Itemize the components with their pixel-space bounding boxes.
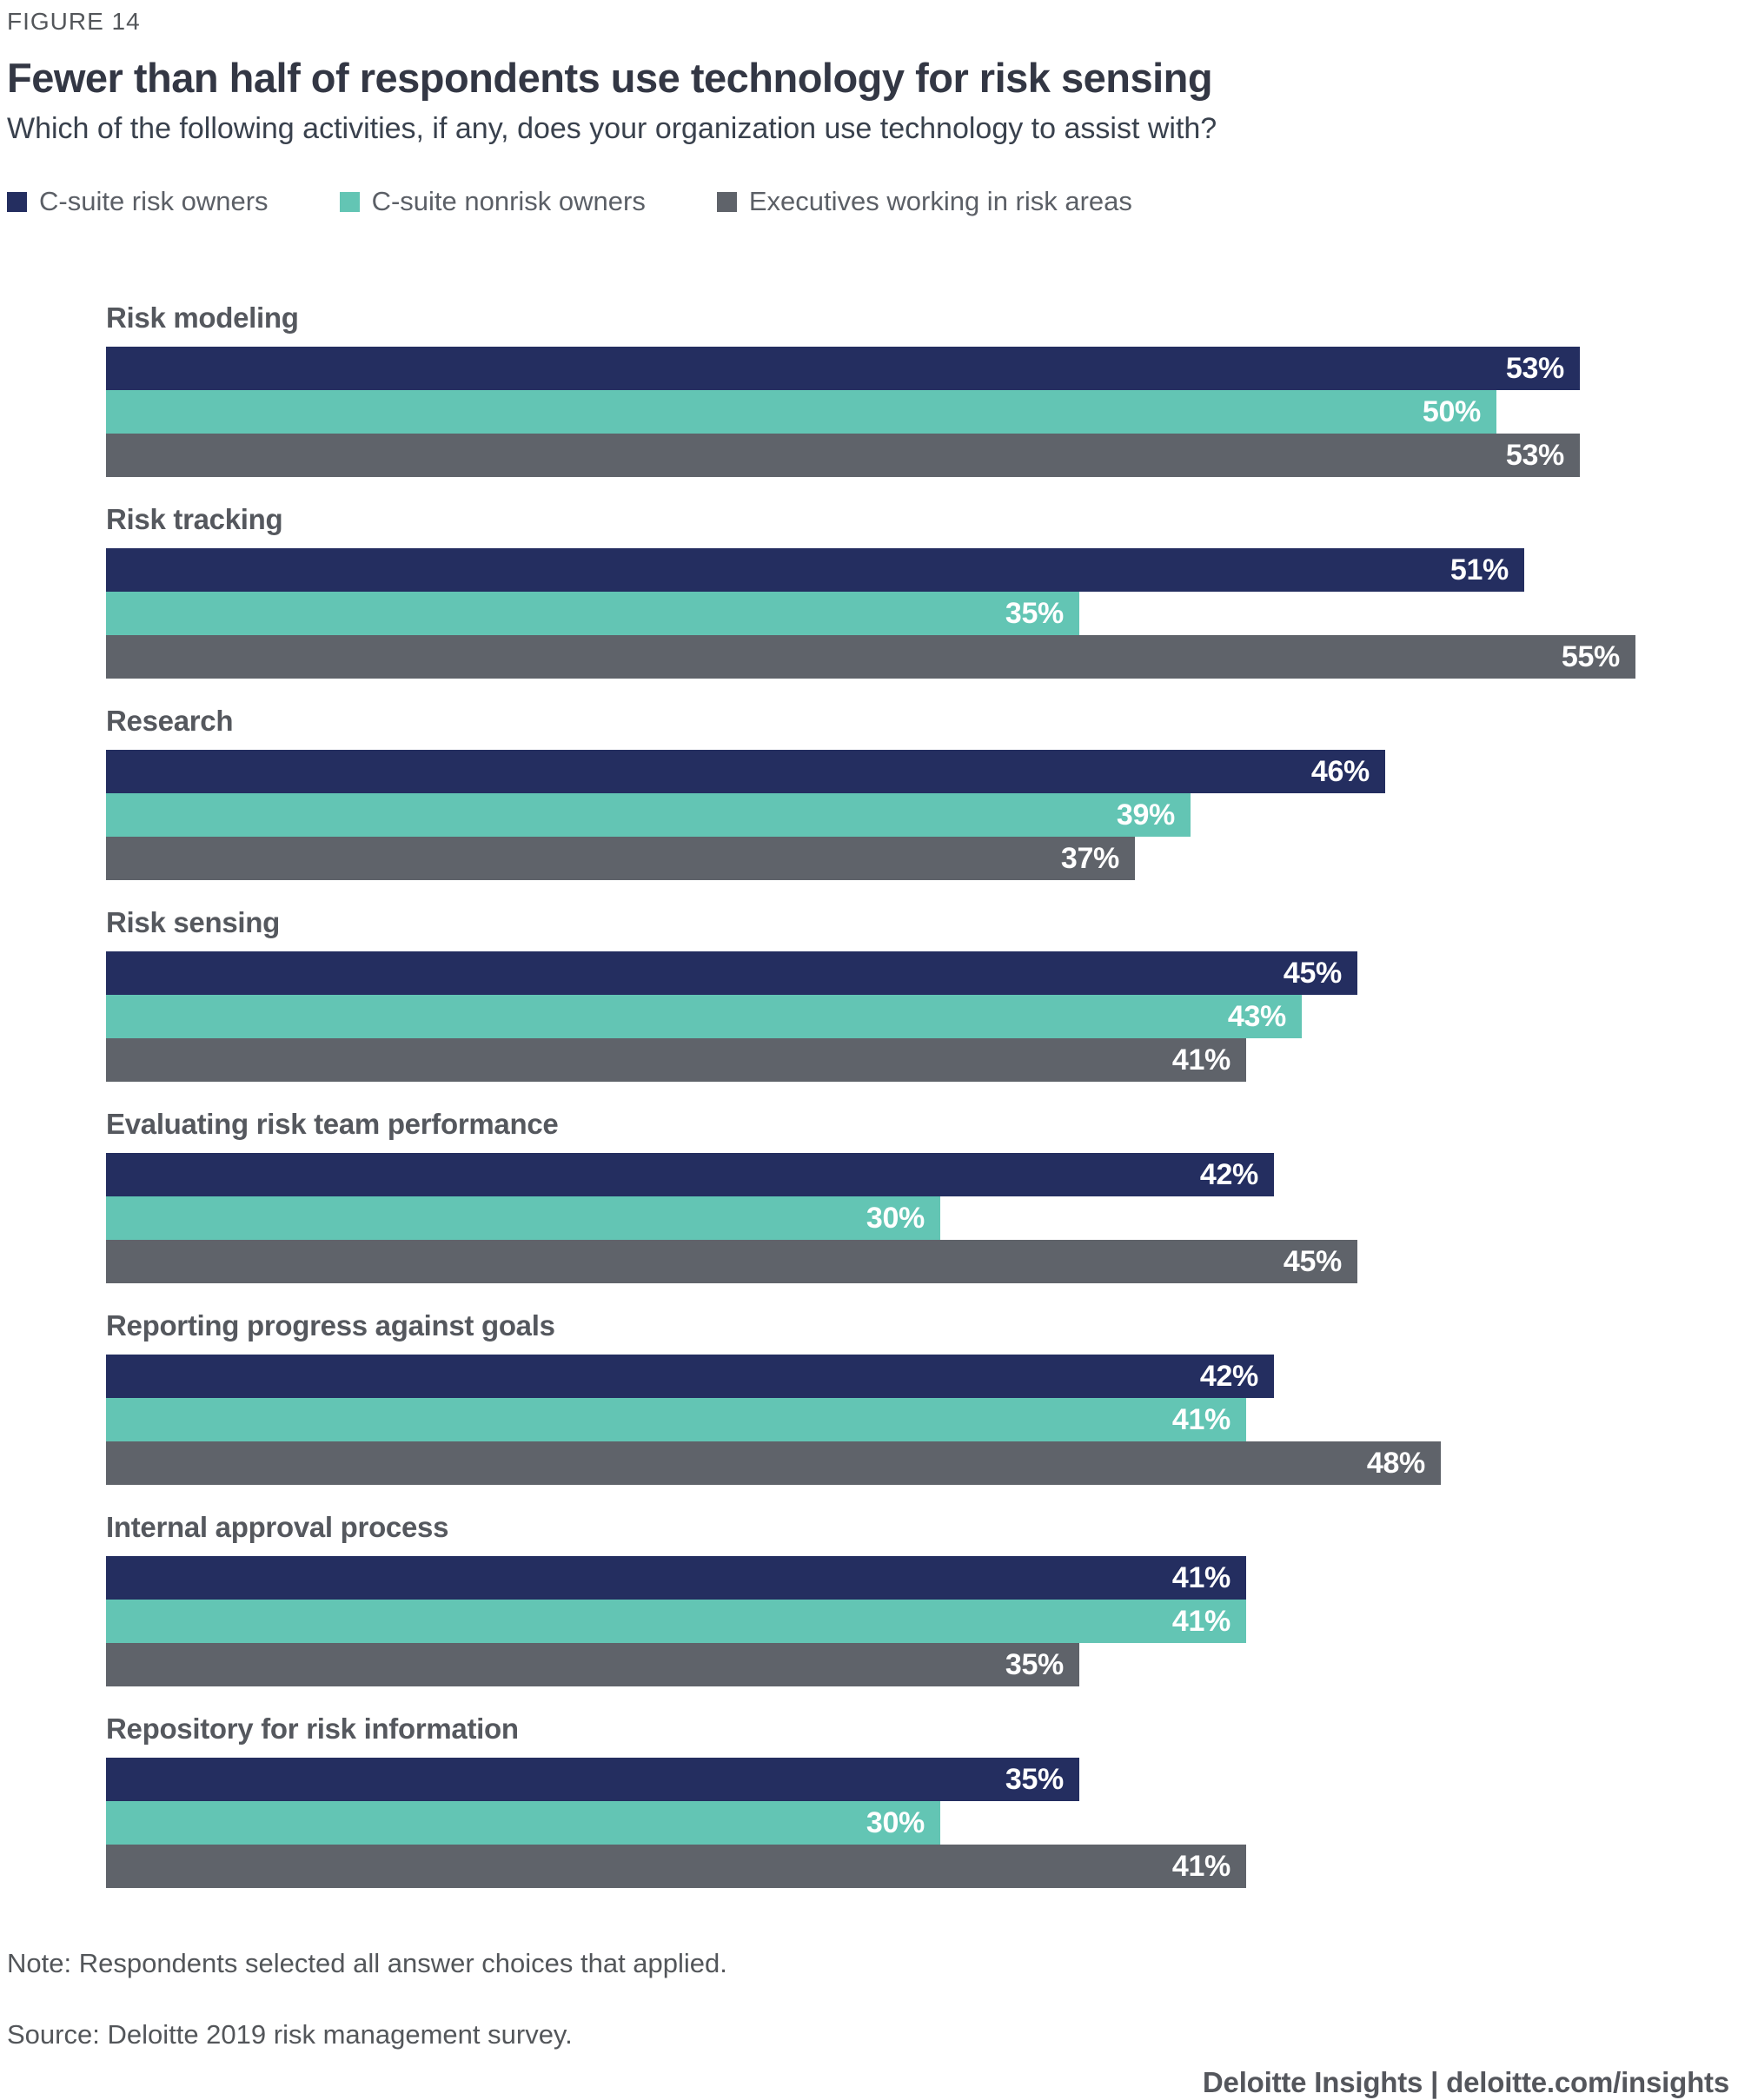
category-label: Internal approval process [106,1511,449,1543]
bar-value-label: 35% [1005,596,1064,630]
legend-item-c-suite-nonrisk-owners: C-suite nonrisk owners [339,186,646,217]
bar-c-suite-risk-owners: 35% [106,1758,1079,1801]
bar-c-suite-nonrisk-owners: 43% [106,995,1302,1038]
bar-group-risk-modeling: Risk modeling 53% 50% 53% [106,301,1738,477]
bar-value-label: 53% [1505,351,1564,385]
bar-value-label: 43% [1227,999,1286,1033]
bar-executives-working-in-risk-areas: 55% [106,635,1635,679]
bar-value-label: 45% [1283,1244,1342,1278]
bar-value-label: 50% [1422,394,1481,428]
category-label: Risk tracking [106,503,283,535]
bar-value-label: 35% [1005,1647,1064,1681]
bar-value-label: 55% [1561,639,1620,673]
bar-value-label: 48% [1366,1446,1425,1480]
bar-c-suite-nonrisk-owners: 30% [106,1801,940,1845]
bar-c-suite-risk-owners: 42% [106,1153,1274,1196]
bar-executives-working-in-risk-areas: 53% [106,434,1580,477]
bar-c-suite-risk-owners: 42% [106,1355,1274,1398]
bar-c-suite-risk-owners: 46% [106,750,1385,793]
bar-c-suite-risk-owners: 41% [106,1556,1246,1600]
bar-value-label: 45% [1283,956,1342,990]
bar-value-label: 41% [1171,1402,1231,1436]
bar-executives-working-in-risk-areas: 41% [106,1038,1246,1082]
bar-group-internal-approval-process: Internal approval process 41% 41% 35% [106,1510,1738,1686]
legend-item-c-suite-risk-owners: C-suite risk owners [7,186,269,217]
legend-label: C-suite risk owners [39,186,269,216]
bar-value-label: 41% [1171,1560,1231,1594]
bar-c-suite-nonrisk-owners: 35% [106,592,1079,635]
figure-label: FIGURE 14 [7,8,141,35]
legend-swatch-icon [339,191,360,212]
bar-value-label: 46% [1310,754,1370,788]
bar-group-risk-tracking: Risk tracking 51% 35% 55% [106,502,1738,679]
bar-value-label: 41% [1171,1043,1231,1076]
chart-legend: C-suite risk owners C-suite nonrisk owner… [7,186,1738,217]
bar-value-label: 41% [1171,1604,1231,1638]
page-title: Fewer than half of respondents use techn… [7,55,1213,101]
bar-value-label: 51% [1449,553,1509,586]
bar-executives-working-in-risk-areas: 35% [106,1643,1079,1686]
legend-label: Executives working in risk areas [748,186,1132,216]
bar-group-research: Research 46% 39% 37% [106,704,1738,880]
category-label: Reporting progress against goals [106,1309,555,1341]
bar-c-suite-nonrisk-owners: 39% [106,793,1191,837]
category-label: Risk sensing [106,906,280,938]
legend-swatch-icon [716,191,737,212]
bar-c-suite-risk-owners: 51% [106,548,1524,592]
bar-value-label: 30% [866,1201,925,1235]
page-subtitle: Which of the following activities, if an… [7,112,1217,145]
bar-value-label: 37% [1060,841,1119,875]
bar-c-suite-nonrisk-owners: 41% [106,1398,1246,1441]
brand-footer: Deloitte Insights | deloitte.com/insight… [1202,2066,1729,2098]
category-label: Research [106,705,234,737]
bar-group-evaluating-risk-team-performance: Evaluating risk team performance 42% 30% 45… [106,1107,1738,1283]
legend-label: C-suite nonrisk owners [371,186,646,216]
bar-c-suite-nonrisk-owners: 30% [106,1196,940,1240]
bar-c-suite-nonrisk-owners: 50% [106,390,1496,434]
bar-value-label: 35% [1005,1762,1064,1796]
bar-c-suite-nonrisk-owners: 41% [106,1600,1246,1643]
bar-executives-working-in-risk-areas: 37% [106,837,1135,880]
legend-item-executives-working-in-risk-areas: Executives working in risk areas [716,186,1132,217]
bar-value-label: 39% [1116,798,1175,831]
bar-group-repository-for-risk-information: Repository for risk information 35% 30% 41% [106,1712,1738,1888]
bar-group-risk-sensing: Risk sensing 45% 43% 41% [106,905,1738,1082]
bar-executives-working-in-risk-areas: 41% [106,1845,1246,1888]
source-text: Source: Deloitte 2019 risk management su… [7,2019,573,2050]
bar-value-label: 42% [1199,1359,1258,1393]
bar-executives-working-in-risk-areas: 48% [106,1441,1441,1485]
bar-chart: Risk modeling 53% 50% 53% Risk tracking 51% 35… [106,301,1738,1888]
bar-c-suite-risk-owners: 45% [106,951,1357,995]
bar-value-label: 41% [1171,1849,1231,1883]
category-label: Evaluating risk team performance [106,1108,559,1140]
bar-value-label: 30% [866,1805,925,1839]
bar-value-label: 53% [1505,438,1564,472]
category-label: Risk modeling [106,301,299,334]
bar-group-reporting-progress-against-goals: Reporting progress against goals 42% 41% 48… [106,1308,1738,1485]
category-label: Repository for risk information [106,1712,519,1745]
bar-c-suite-risk-owners: 53% [106,347,1580,390]
note-text: Note: Respondents selected all answer ch… [7,1948,727,1978]
bar-executives-working-in-risk-areas: 45% [106,1240,1357,1283]
legend-swatch-icon [7,191,27,212]
bar-value-label: 42% [1199,1157,1258,1191]
